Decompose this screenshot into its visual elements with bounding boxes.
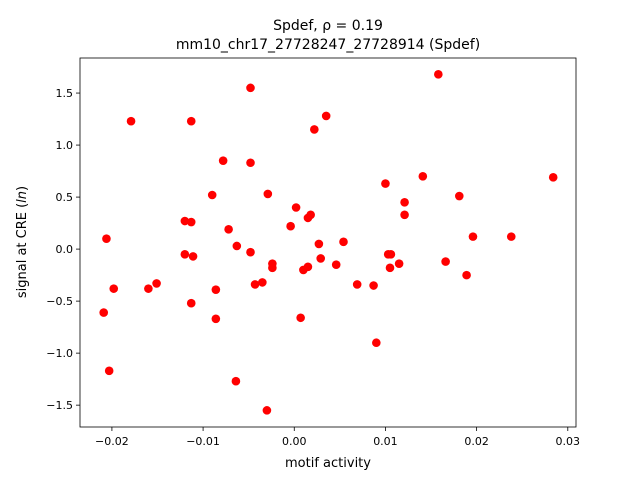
data-point [310, 125, 319, 134]
y-tick-label: 1.0 [56, 139, 74, 152]
data-point [211, 314, 221, 324]
data-point [188, 252, 198, 261]
data-point [321, 111, 331, 121]
data-point [186, 298, 196, 308]
chart-subtitle: mm10_chr17_27728247_27728914 (Spdef) [176, 37, 480, 53]
y-tick-label: −1.5 [46, 399, 73, 412]
data-point [400, 197, 409, 207]
data-point [286, 221, 295, 231]
data-point [299, 265, 308, 275]
data-point [224, 225, 233, 234]
data-point [296, 313, 305, 323]
x-tick-label: 0.01 [373, 435, 398, 448]
data-point [339, 237, 348, 247]
data-point [126, 116, 136, 126]
data-point [99, 308, 109, 317]
data-point [468, 232, 478, 241]
data-point [316, 254, 326, 263]
data-point [263, 189, 273, 199]
points-layer [99, 70, 558, 415]
data-point [250, 280, 260, 289]
data-point [268, 263, 277, 273]
data-point [386, 250, 396, 259]
y-axis-label-prefix: signal at CRE ( [15, 203, 30, 298]
x-tick-label: 0.02 [464, 435, 489, 448]
x-axis-label: motif activity [285, 456, 371, 471]
data-point [548, 173, 558, 182]
x-tick-label: 0.03 [556, 435, 581, 448]
plot-frame [79, 57, 577, 428]
x-tick-label: −0.02 [95, 435, 129, 448]
data-point [258, 278, 267, 287]
data-point [400, 210, 409, 220]
data-point [152, 279, 161, 288]
data-point [352, 280, 362, 289]
y-tick-label: 1.5 [56, 87, 74, 100]
data-point [231, 376, 241, 386]
data-point [441, 257, 450, 266]
data-point [331, 260, 341, 270]
data-point [385, 263, 395, 273]
y-tick-label: 0.0 [56, 243, 74, 256]
data-point [104, 366, 114, 376]
data-point [186, 217, 196, 227]
data-point [381, 179, 390, 188]
y-tick-label: −0.5 [46, 295, 73, 308]
data-point [394, 259, 404, 268]
data-point [186, 116, 196, 126]
data-point [246, 158, 255, 168]
data-point [291, 203, 301, 212]
x-axis: −0.02 −0.01 0.00 0.01 0.02 0.03 [95, 427, 580, 448]
data-point [262, 406, 272, 415]
y-axis-label-suffix: ) [15, 186, 30, 191]
y-axis-label-italic: ln [15, 191, 30, 203]
y-axis: −1.5 −1.0 −0.5 0.0 0.5 1.0 1.5 [46, 87, 80, 412]
data-point [102, 234, 111, 244]
data-point [418, 171, 428, 181]
x-tick-label: 0.00 [282, 435, 307, 448]
data-point [180, 250, 190, 259]
data-point [211, 285, 221, 294]
data-point [454, 191, 464, 201]
data-point [434, 70, 443, 79]
data-point [109, 284, 119, 293]
data-point [506, 232, 516, 241]
data-point [303, 213, 313, 223]
data-point [144, 284, 153, 293]
data-point [180, 216, 190, 226]
data-point [369, 281, 378, 290]
data-point [462, 270, 471, 280]
y-tick-label: 0.5 [56, 191, 74, 204]
data-point [218, 156, 228, 165]
data-point [246, 83, 255, 93]
data-point [207, 190, 217, 200]
data-point [372, 338, 381, 348]
x-tick-label: −0.01 [186, 435, 220, 448]
y-tick-label: −1.0 [46, 347, 73, 360]
data-point [232, 241, 242, 251]
data-point [314, 239, 324, 249]
chart-title: Spdef, ρ = 0.19 [273, 18, 383, 34]
y-axis-label: signal at CRE (ln) [15, 186, 30, 298]
data-point [246, 247, 255, 257]
